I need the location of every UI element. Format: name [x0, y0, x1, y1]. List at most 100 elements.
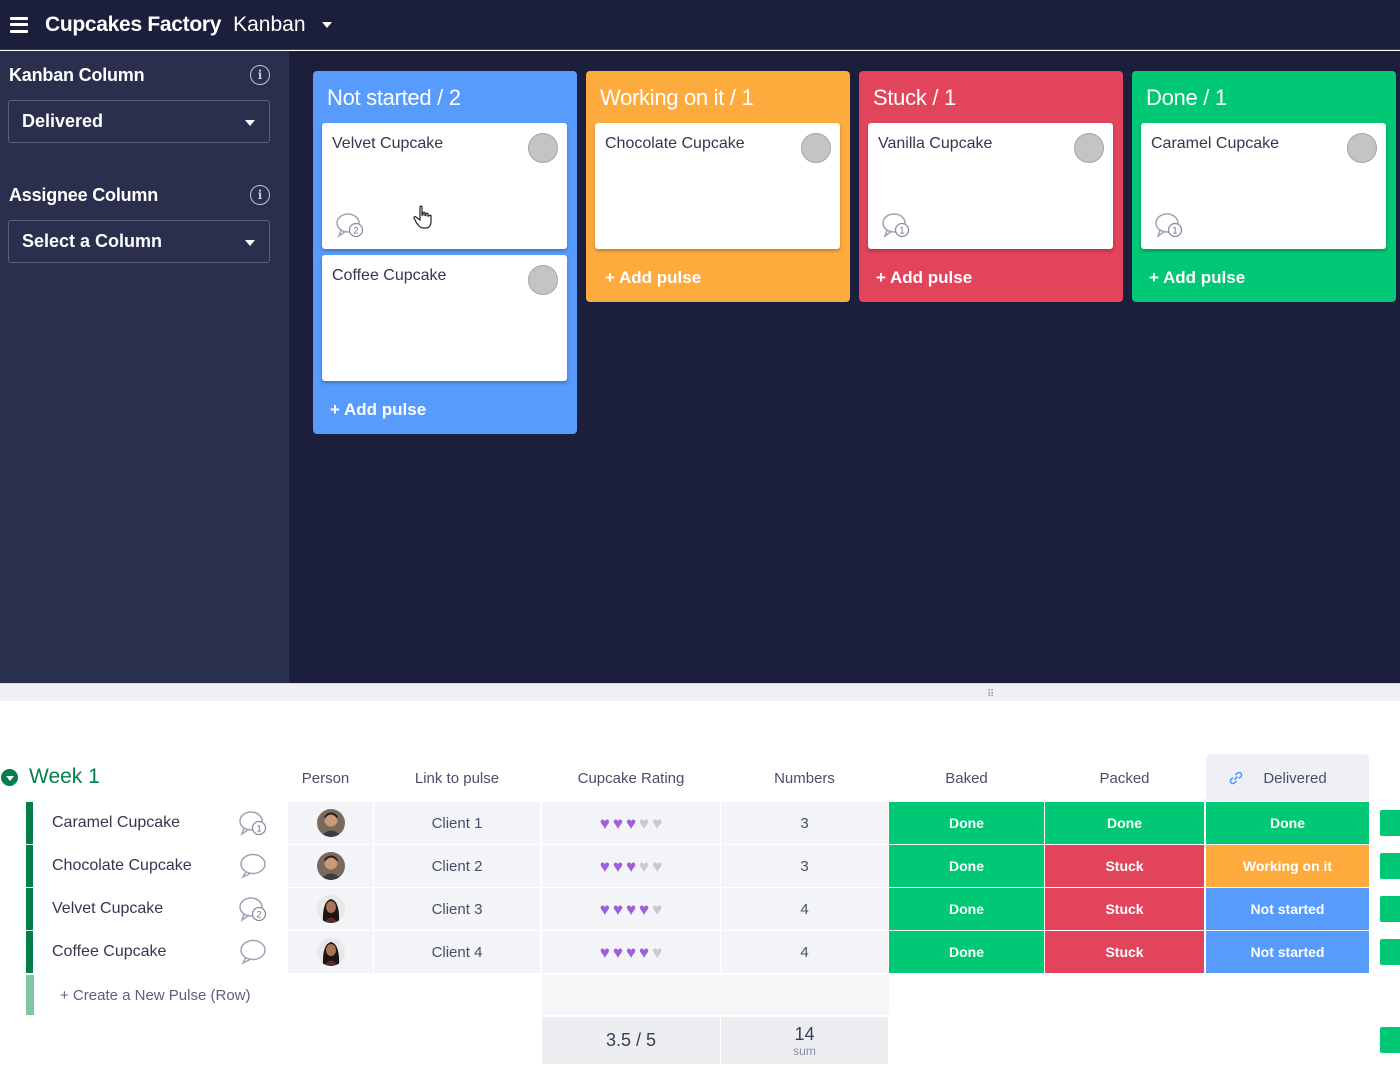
column-header-delivered[interactable]: Delivered: [1263, 770, 1327, 787]
column-header-link[interactable]: Link to pulse: [414, 770, 500, 787]
kanban-card[interactable]: Caramel Cupcake 1: [1141, 123, 1386, 249]
pulse-name-cell[interactable]: Velvet Cupcake 2: [34, 888, 286, 930]
numbers-cell[interactable]: 4: [721, 931, 888, 973]
numbers-cell[interactable]: 3: [721, 802, 888, 844]
column-header-person[interactable]: Person: [301, 770, 350, 787]
rating-cell[interactable]: ♥ ♥ ♥ ♥ ♥: [542, 888, 720, 930]
status-cell-baked[interactable]: Done: [889, 888, 1044, 930]
updates-icon[interactable]: 1: [1154, 211, 1184, 239]
drag-handle-icon[interactable]: ⠿: [987, 689, 994, 700]
heart-icon[interactable]: ♥: [599, 942, 610, 962]
updates-icon[interactable]: 2: [335, 211, 365, 239]
status-cell-baked[interactable]: Done: [889, 845, 1044, 887]
heart-icon[interactable]: ♥: [612, 813, 623, 833]
kanban-column-select[interactable]: Delivered: [8, 100, 270, 143]
info-icon[interactable]: i: [250, 65, 270, 85]
heart-icon[interactable]: ♥: [652, 899, 663, 919]
heart-icon[interactable]: ♥: [599, 813, 610, 833]
heart-icon[interactable]: ♥: [652, 813, 663, 833]
rating-hearts[interactable]: ♥ ♥ ♥ ♥ ♥: [600, 815, 662, 832]
create-pulse-input[interactable]: + Create a New Pulse (Row): [60, 987, 251, 1004]
link-cell[interactable]: Client 2: [374, 845, 540, 887]
status-cell-delivered[interactable]: Done: [1206, 802, 1369, 844]
next-column-status-cell[interactable]: [1380, 896, 1400, 922]
kanban-card[interactable]: Coffee Cupcake: [322, 255, 567, 381]
status-cell-packed[interactable]: Stuck: [1045, 888, 1204, 930]
info-icon[interactable]: i: [250, 185, 270, 205]
heart-icon[interactable]: ♥: [612, 942, 623, 962]
link-cell[interactable]: Client 3: [374, 888, 540, 930]
status-cell-baked[interactable]: Done: [889, 802, 1044, 844]
assignee-column-select[interactable]: Select a Column: [8, 220, 270, 263]
numbers-cell[interactable]: 3: [721, 845, 888, 887]
status-cell-packed[interactable]: Stuck: [1045, 845, 1204, 887]
updates-icon[interactable]: 1: [238, 809, 268, 837]
view-name[interactable]: Kanban: [233, 12, 306, 36]
avatar-placeholder-icon[interactable]: [528, 265, 558, 295]
heart-icon[interactable]: ♥: [625, 856, 637, 876]
next-column-status-cell[interactable]: [1380, 853, 1400, 879]
status-cell-packed[interactable]: Done: [1045, 802, 1204, 844]
add-pulse-button[interactable]: + Add pulse: [605, 268, 702, 287]
rating-hearts[interactable]: ♥ ♥ ♥ ♥ ♥: [600, 901, 662, 918]
status-cell-delivered[interactable]: Not started: [1206, 931, 1369, 973]
view-dropdown-icon[interactable]: [321, 21, 332, 28]
avatar-placeholder-icon[interactable]: [528, 133, 558, 163]
column-header-baked[interactable]: Baked: [945, 770, 988, 787]
avatar-placeholder-icon[interactable]: [1074, 133, 1104, 163]
person-cell[interactable]: [288, 931, 373, 973]
panel-splitter[interactable]: ⠿: [0, 683, 1400, 701]
heart-icon[interactable]: ♥: [612, 856, 623, 876]
updates-icon[interactable]: 2: [238, 895, 268, 923]
kanban-card[interactable]: Chocolate Cupcake: [595, 123, 840, 249]
pulse-name-cell[interactable]: Coffee Cupcake: [34, 931, 286, 973]
menu-icon[interactable]: [10, 16, 28, 33]
updates-icon[interactable]: [238, 938, 268, 966]
kanban-card[interactable]: Vanilla Cupcake 1: [868, 123, 1113, 249]
pulse-name-cell[interactable]: Chocolate Cupcake: [34, 845, 286, 887]
updates-icon[interactable]: 1: [881, 211, 911, 239]
heart-icon[interactable]: ♥: [599, 856, 610, 876]
person-cell[interactable]: [288, 802, 373, 844]
rating-cell[interactable]: ♥ ♥ ♥ ♥ ♥: [542, 845, 720, 887]
board-title[interactable]: Cupcakes Factory: [45, 12, 222, 36]
avatar-placeholder-icon[interactable]: [801, 133, 831, 163]
rating-hearts[interactable]: ♥ ♥ ♥ ♥ ♥: [600, 858, 662, 875]
heart-icon[interactable]: ♥: [652, 856, 663, 876]
link-cell[interactable]: Client 1: [374, 802, 540, 844]
status-cell-delivered[interactable]: Not started: [1206, 888, 1369, 930]
column-header-rating[interactable]: Cupcake Rating: [577, 770, 685, 787]
pulse-name-cell[interactable]: Caramel Cupcake 1: [34, 802, 286, 844]
status-cell-delivered[interactable]: Working on it: [1206, 845, 1369, 887]
next-column-status-cell[interactable]: [1380, 939, 1400, 965]
updates-icon[interactable]: [238, 852, 268, 880]
heart-icon[interactable]: ♥: [639, 942, 650, 962]
rating-cell[interactable]: ♥ ♥ ♥ ♥ ♥: [542, 802, 720, 844]
status-cell-baked[interactable]: Done: [889, 931, 1044, 973]
heart-icon[interactable]: ♥: [639, 856, 650, 876]
add-pulse-button[interactable]: + Add pulse: [1149, 268, 1246, 287]
kanban-card[interactable]: Velvet Cupcake 2: [322, 123, 567, 249]
next-column-status-cell[interactable]: [1380, 810, 1400, 836]
group-title[interactable]: Week 1: [29, 765, 100, 788]
link-cell[interactable]: Client 4: [374, 931, 540, 973]
heart-icon[interactable]: ♥: [625, 942, 637, 962]
heart-icon[interactable]: ♥: [639, 899, 650, 919]
heart-icon[interactable]: ♥: [612, 899, 623, 919]
collapse-group-icon[interactable]: [1, 769, 18, 786]
heart-icon[interactable]: ♥: [652, 942, 663, 962]
heart-icon[interactable]: ♥: [625, 899, 637, 919]
avatar-placeholder-icon[interactable]: [1347, 133, 1377, 163]
add-pulse-button[interactable]: + Add pulse: [330, 400, 427, 419]
column-header-numbers[interactable]: Numbers: [774, 770, 835, 787]
column-header-packed[interactable]: Packed: [1099, 770, 1150, 787]
rating-cell[interactable]: ♥ ♥ ♥ ♥ ♥: [542, 931, 720, 973]
heart-icon[interactable]: ♥: [599, 899, 610, 919]
rating-hearts[interactable]: ♥ ♥ ♥ ♥ ♥: [600, 944, 662, 961]
heart-icon[interactable]: ♥: [625, 813, 637, 833]
add-pulse-button[interactable]: + Add pulse: [876, 268, 973, 287]
person-cell[interactable]: [288, 845, 373, 887]
numbers-cell[interactable]: 4: [721, 888, 888, 930]
heart-icon[interactable]: ♥: [639, 813, 650, 833]
status-cell-packed[interactable]: Stuck: [1045, 931, 1204, 973]
